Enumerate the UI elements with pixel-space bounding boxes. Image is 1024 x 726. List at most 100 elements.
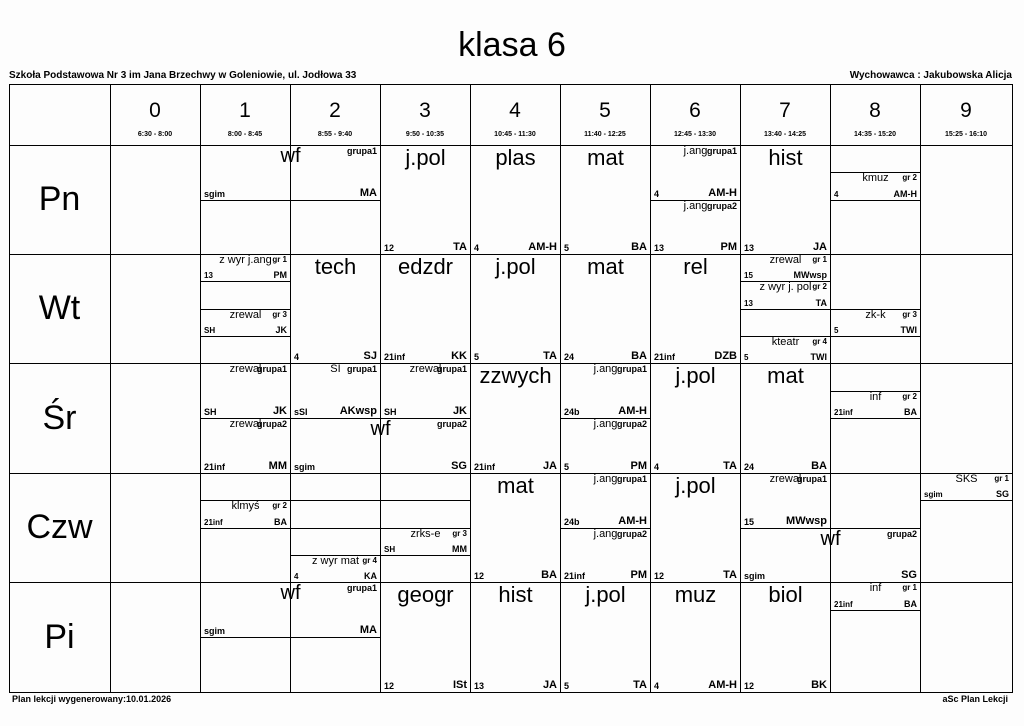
subject: j.ang bbox=[593, 473, 618, 485]
teacher: BA bbox=[274, 516, 287, 527]
subject: j.ang bbox=[593, 363, 618, 375]
room: 24b bbox=[564, 407, 580, 417]
lesson-block: wf grupa2 sgim SG bbox=[740, 527, 921, 583]
subject: wf bbox=[370, 418, 391, 440]
lesson-block: geogr 12 ISt bbox=[380, 582, 471, 693]
software-note: aSc Plan Lekcji bbox=[942, 694, 1008, 704]
subject: j.ang bbox=[683, 199, 708, 212]
lesson-block: biol 12 BK bbox=[740, 582, 831, 693]
room: 5 bbox=[744, 353, 749, 362]
teacher: KA bbox=[364, 571, 377, 581]
room: 5 bbox=[564, 681, 570, 691]
lesson-block: SKS gr 1 sgim SG bbox=[920, 473, 1013, 502]
subject: zrewal bbox=[229, 418, 262, 430]
lesson-block: z wyr mat gr 4 4 KA bbox=[290, 554, 381, 583]
subject: geogr bbox=[397, 582, 454, 607]
teacher: PM bbox=[720, 241, 738, 253]
teacher: BA bbox=[904, 407, 917, 417]
room: 5 bbox=[564, 462, 570, 472]
teacher: PM bbox=[630, 460, 648, 472]
lesson-block: mat 24 BA bbox=[560, 254, 651, 364]
room: sSI bbox=[294, 407, 308, 417]
room: 5 bbox=[834, 325, 839, 335]
room: 5 bbox=[474, 352, 480, 362]
room: 24b bbox=[564, 516, 580, 527]
room: 13 bbox=[204, 271, 213, 281]
lesson-block: wf grupa1 sgim MA bbox=[200, 145, 381, 201]
period-number: 1 bbox=[239, 99, 251, 122]
group: grupa1 bbox=[346, 146, 377, 156]
subject: hist bbox=[768, 145, 803, 170]
lesson-block: j.ang grupa1 4 AM-H bbox=[650, 145, 741, 201]
lesson-block: zrewal grupa2 21inf MM bbox=[200, 418, 291, 474]
room: sgim bbox=[924, 490, 943, 500]
subject: j.pol bbox=[495, 254, 536, 279]
group: grupa1 bbox=[706, 146, 737, 156]
group: grupa2 bbox=[616, 419, 647, 429]
group: grupa2 bbox=[706, 200, 737, 211]
generated-note: Plan lekcji wygenerowany:10.01.2026 bbox=[12, 694, 172, 704]
subject: edzdr bbox=[397, 254, 454, 279]
room: 21inf bbox=[834, 408, 853, 417]
subject: z wyr j.ang bbox=[219, 254, 272, 266]
room: 24 bbox=[564, 352, 575, 362]
lesson-block: j.ang grupa2 13 PM bbox=[650, 199, 741, 255]
group: gr 3 bbox=[902, 309, 917, 319]
room: SH bbox=[204, 325, 216, 335]
lesson-block: plas 4 AM-H bbox=[470, 145, 561, 255]
teacher: TA bbox=[543, 350, 557, 362]
period-number: 0 bbox=[149, 99, 161, 122]
subject: z wyr mat bbox=[311, 554, 360, 567]
room: 24 bbox=[744, 462, 755, 472]
room: 4 bbox=[294, 572, 299, 581]
group: grupa1 bbox=[346, 583, 377, 593]
room: 21inf bbox=[834, 599, 853, 609]
empty-slot bbox=[290, 500, 381, 529]
teacher: AM-H bbox=[893, 188, 918, 199]
room: 4 bbox=[654, 188, 660, 199]
subject: zrewal bbox=[409, 363, 442, 375]
subject-wrap: hist bbox=[471, 583, 560, 606]
room: 13 bbox=[474, 681, 485, 691]
lesson-block: kmuz gr 2 4 AM-H bbox=[830, 172, 921, 201]
teacher: MA bbox=[359, 624, 377, 636]
lesson-block: inf gr 1 21inf BA bbox=[830, 582, 921, 611]
room: sgim bbox=[204, 188, 226, 199]
period-number: 5 bbox=[599, 99, 611, 122]
subject-wrap: j.ang bbox=[561, 363, 650, 376]
day-name: Pi bbox=[44, 617, 75, 656]
lesson-block: mat 12 BA bbox=[470, 473, 561, 583]
subject-wrap: j.pol bbox=[471, 255, 560, 278]
subject: wf bbox=[820, 527, 841, 550]
subject-wrap: muz bbox=[651, 583, 740, 606]
teacher: SJ bbox=[363, 350, 377, 362]
lesson-block: klmyś gr 2 21inf BA bbox=[200, 500, 291, 529]
empty-slot bbox=[740, 308, 831, 337]
subject: hist bbox=[498, 582, 533, 607]
room: 15 bbox=[744, 516, 755, 527]
subject-wrap: rel bbox=[651, 255, 740, 278]
subject: j.ang bbox=[683, 145, 708, 157]
room: 13 bbox=[654, 243, 665, 253]
subject: j.ang bbox=[593, 527, 618, 540]
teacher: JK bbox=[452, 405, 467, 417]
subject-wrap: j.pol bbox=[381, 146, 470, 169]
subject-wrap: wf bbox=[741, 527, 920, 550]
room: 4 bbox=[474, 243, 480, 253]
subject: j.pol bbox=[675, 363, 716, 388]
period-time: 15:25 - 16:10 bbox=[944, 131, 988, 138]
lesson-block: j.ang grupa2 21inf PM bbox=[560, 527, 651, 583]
room: sgim bbox=[294, 462, 316, 472]
subject-wrap: j.pol bbox=[651, 364, 740, 387]
subject-wrap: j.ang bbox=[561, 418, 650, 431]
room: sgim bbox=[204, 626, 226, 636]
group: gr 2 bbox=[812, 282, 827, 292]
lesson-block: hist 13 JA bbox=[470, 582, 561, 693]
subject-wrap: zrewal bbox=[201, 309, 290, 322]
teacher: ISt bbox=[452, 679, 467, 691]
subject-wrap: wf bbox=[201, 583, 380, 604]
lesson-block: zrks-e gr 3 SH MM bbox=[380, 527, 471, 556]
group: gr 1 bbox=[902, 583, 917, 592]
teacher: SG bbox=[451, 460, 467, 472]
